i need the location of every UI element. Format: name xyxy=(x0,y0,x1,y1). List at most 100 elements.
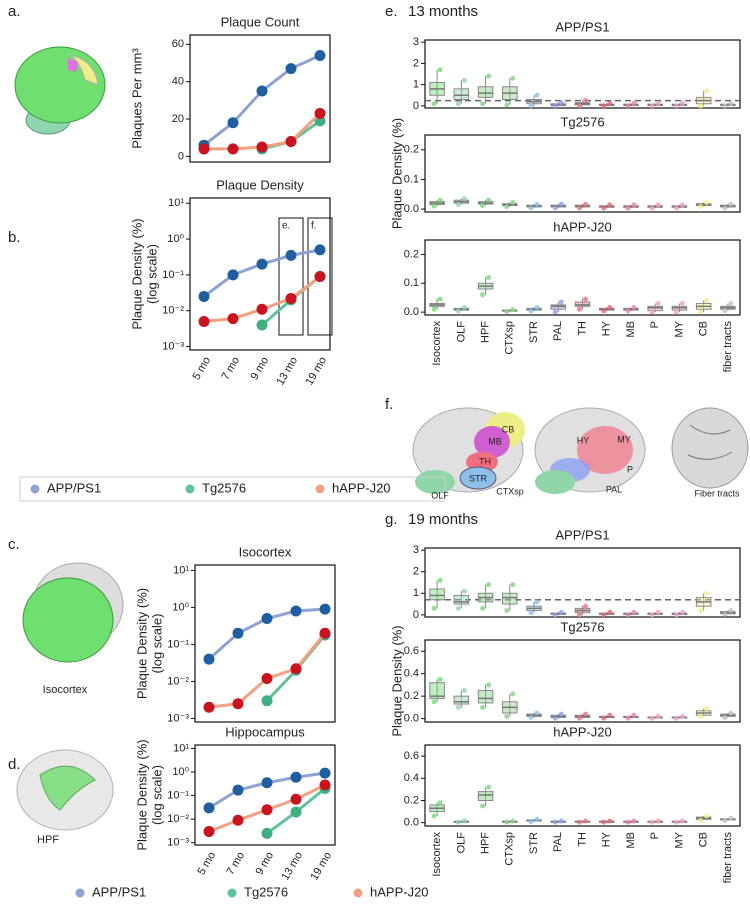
point xyxy=(673,205,679,211)
panel-letter: e. xyxy=(385,3,398,20)
annotation: e. xyxy=(282,221,290,232)
point xyxy=(480,292,486,298)
plot-frame xyxy=(424,239,741,316)
legend-marker xyxy=(315,484,325,494)
point xyxy=(679,609,685,615)
y-tick-label: 40 xyxy=(172,76,184,88)
box xyxy=(453,695,470,705)
mean-point xyxy=(314,50,326,62)
mean-point xyxy=(319,779,331,791)
point xyxy=(577,819,582,825)
plot-frame xyxy=(189,34,331,163)
point xyxy=(510,582,516,588)
x-tick-label: P xyxy=(649,832,661,839)
x-tick-label: OLF xyxy=(455,321,467,343)
point xyxy=(558,609,564,615)
y-tick-label: 10⁻¹ xyxy=(162,269,184,281)
point xyxy=(631,712,637,718)
x-tick-label: OLF xyxy=(455,832,467,854)
point xyxy=(679,300,685,306)
point xyxy=(704,706,710,712)
point xyxy=(558,818,564,824)
mean-point xyxy=(314,271,326,283)
mean-point xyxy=(290,771,302,783)
box xyxy=(477,690,494,704)
brain-a xyxy=(14,46,106,135)
point xyxy=(558,711,564,717)
point xyxy=(607,305,613,310)
plot-frame xyxy=(424,134,741,213)
point xyxy=(625,612,631,618)
point xyxy=(583,98,588,104)
chart-title: Tg2576 xyxy=(560,114,604,129)
point xyxy=(728,710,734,716)
y-tick-label: 0 xyxy=(413,100,419,112)
box xyxy=(453,88,470,100)
point xyxy=(655,100,661,106)
point xyxy=(583,711,588,717)
x-tick-label: PAL xyxy=(552,832,564,852)
y-tick-label: 10¹ xyxy=(173,564,189,576)
x-tick-label: MB xyxy=(625,321,637,338)
point xyxy=(655,609,661,615)
point xyxy=(698,817,704,823)
point xyxy=(673,309,679,315)
point xyxy=(698,608,704,614)
point xyxy=(461,196,467,202)
region-label: CB xyxy=(502,424,515,434)
point xyxy=(577,103,582,109)
x-tick-label: MB xyxy=(625,832,637,849)
legend-label: Tg2576 xyxy=(244,884,288,899)
point xyxy=(504,102,510,108)
point xyxy=(534,599,540,605)
point xyxy=(552,715,558,721)
mean-point xyxy=(203,802,215,814)
x-tick-label: MY xyxy=(673,320,685,337)
brain-f3 xyxy=(671,407,749,489)
legend-marker xyxy=(30,484,40,494)
y-tick-label: 10⁰ xyxy=(172,766,189,778)
point xyxy=(631,305,637,310)
point xyxy=(504,608,510,614)
mean-point xyxy=(227,269,239,281)
brain-c xyxy=(22,562,124,663)
y-tick-label: 1 xyxy=(413,587,419,599)
y-tick-label: 0.0 xyxy=(404,817,419,829)
point xyxy=(583,296,588,302)
plot-frame xyxy=(424,639,741,723)
y-axis-label: (log scale) xyxy=(149,765,164,825)
legend-label: APP/PS1 xyxy=(47,480,101,495)
panel-letter: b. xyxy=(8,229,21,246)
chart-title: APP/PS1 xyxy=(555,527,609,542)
region-label: CTXsp xyxy=(496,486,524,496)
chart-title: Isocortex xyxy=(239,544,292,559)
point xyxy=(431,306,437,312)
brain-f2 xyxy=(534,407,646,494)
mean-point xyxy=(203,701,215,713)
mean-point xyxy=(232,814,244,826)
brain-label: HPF xyxy=(37,834,59,846)
mean-point xyxy=(203,653,215,665)
point xyxy=(722,308,728,314)
brain-label: Isocortex xyxy=(43,684,88,696)
region-label: MY xyxy=(617,434,631,444)
point xyxy=(510,75,516,81)
region-label: Fiber tracts xyxy=(694,488,740,498)
mean-point xyxy=(256,258,268,270)
point xyxy=(437,197,443,203)
point xyxy=(461,77,467,83)
panel-letter: f. xyxy=(385,396,393,413)
point xyxy=(480,605,486,611)
plot-frame xyxy=(424,39,741,109)
point xyxy=(607,712,613,718)
mean-point xyxy=(232,627,244,639)
point xyxy=(461,305,467,310)
box xyxy=(429,682,445,699)
y-axis-label: Plaque Density (%) xyxy=(129,218,144,329)
box xyxy=(429,588,445,601)
panel-header: 19 months xyxy=(408,511,478,528)
chart-title: Tg2576 xyxy=(560,619,604,634)
plot-frame xyxy=(424,547,741,618)
legend-marker xyxy=(227,888,237,898)
point xyxy=(704,200,710,206)
